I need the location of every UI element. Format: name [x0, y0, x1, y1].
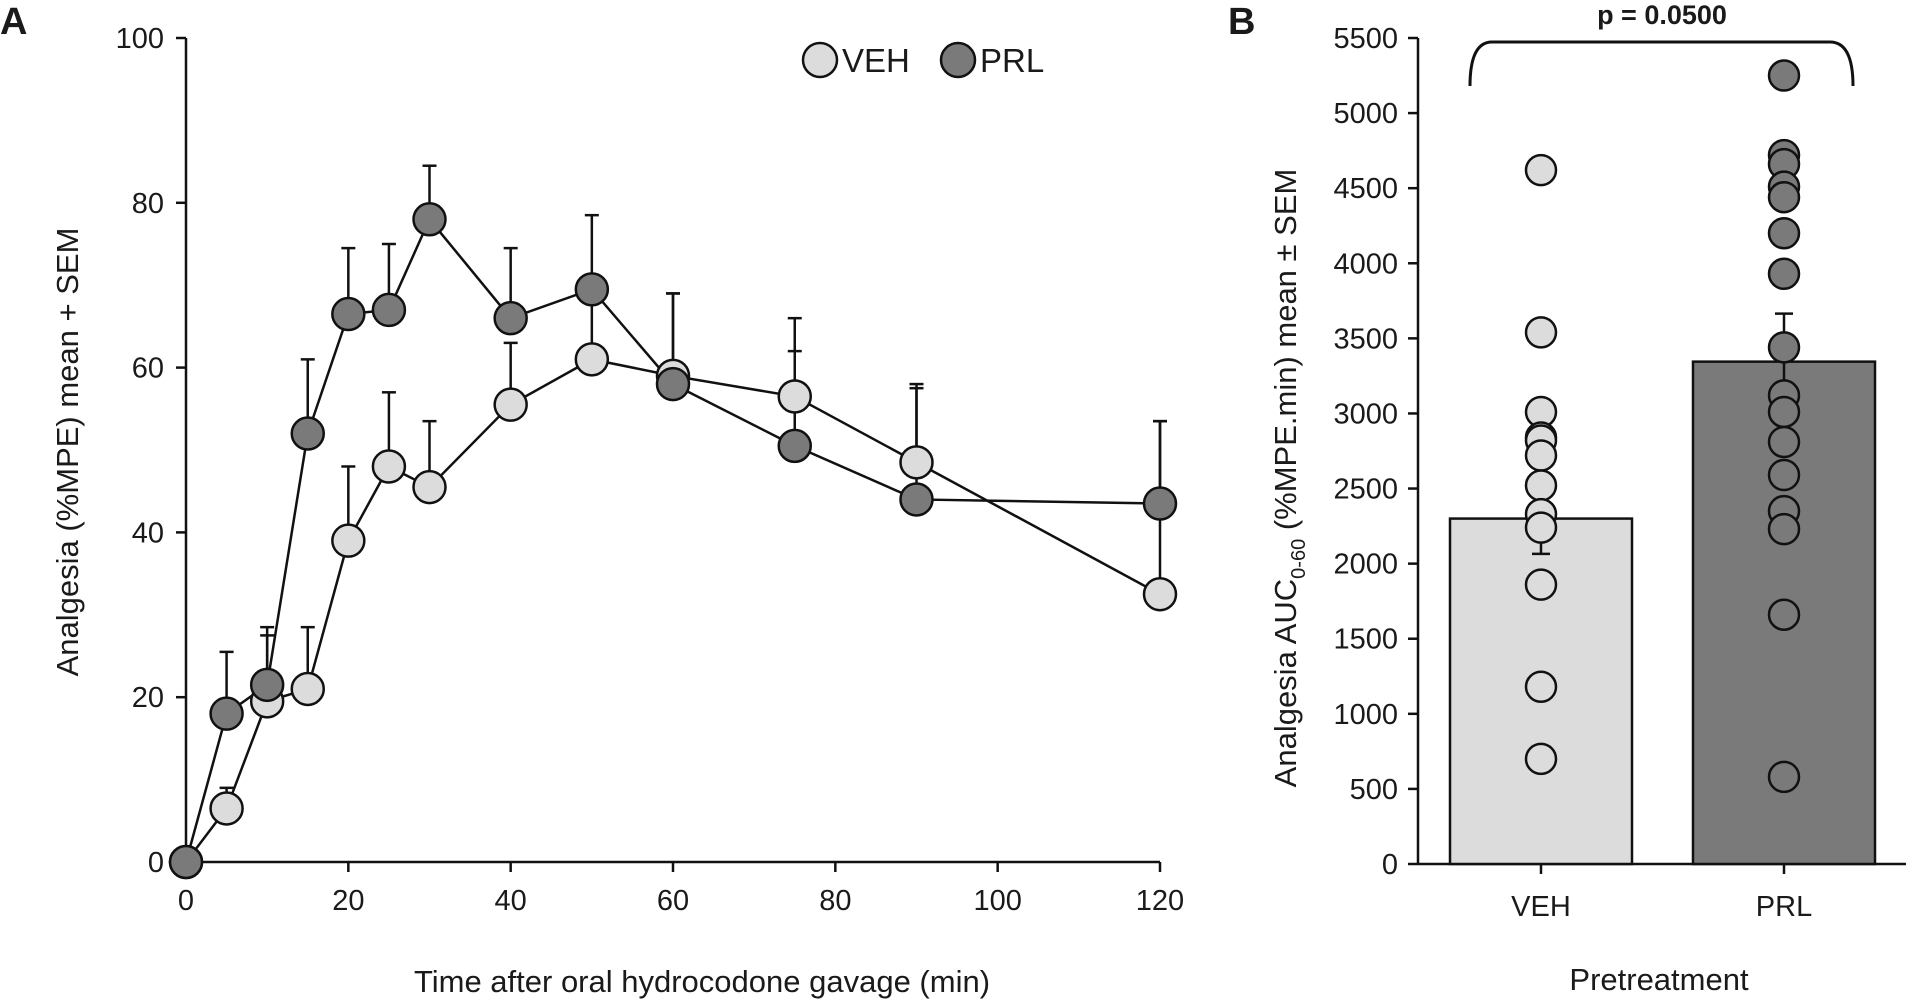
veh-data-point	[1142, 576, 1178, 612]
legend-prl-label: PRL	[980, 42, 1044, 79]
a-error-bars	[219, 164, 1167, 809]
a-y-axis-title: Analgesia (%MPE) mean + SEM	[50, 228, 85, 677]
a-x-tick-label: 120	[1136, 885, 1184, 917]
veh-data-point	[371, 449, 407, 484]
legend-veh-label: VEH	[842, 42, 910, 79]
a-series-layer	[168, 164, 1178, 880]
veh-data-point	[331, 523, 366, 558]
b-y-title-subscript: 0-60	[1288, 539, 1310, 579]
prl-data-point	[574, 272, 610, 307]
veh-bar	[1448, 517, 1634, 866]
b-y-tick-label: 3000	[1333, 398, 1398, 430]
prl-data-point	[655, 366, 691, 402]
prl-individual-point	[1767, 395, 1801, 429]
veh-individual-point	[1524, 153, 1558, 187]
veh-individual-point	[1524, 439, 1558, 472]
panel-b: B 0 500 1000 1500 2000 2500 3000 3500 4000 4500 50…	[1228, 0, 1906, 997]
prl-data-point	[249, 667, 285, 703]
panel-b-label: B	[1228, 1, 1255, 43]
veh-data-point	[290, 671, 325, 707]
b-y-tick-label: 500	[1350, 774, 1398, 806]
b-y-title-tail: (%MPE.min) mean ± SEM	[1268, 169, 1303, 539]
prl-data-point	[371, 292, 407, 328]
prl-data-point	[899, 482, 934, 517]
veh-data-point	[777, 379, 812, 414]
b-x-tick-label: VEH	[1511, 891, 1571, 923]
prl-data-point	[209, 696, 244, 731]
prl-data-point	[412, 202, 447, 237]
prl-individual-point	[1767, 59, 1801, 92]
veh-data-point	[574, 342, 610, 377]
veh-individual-point	[1524, 568, 1558, 601]
prl-data-point	[493, 300, 528, 336]
veh-individual-point	[1524, 511, 1558, 544]
a-x-tick-label: 100	[973, 885, 1021, 917]
prl-individual-point	[1767, 180, 1801, 214]
prl-individual-point	[1767, 331, 1801, 364]
a-y-tick-label: 60	[132, 353, 164, 385]
b-x-axis-title: Pretreatment	[1569, 962, 1749, 997]
p-value-annotation: p = 0.0500	[1597, 0, 1727, 30]
panel-a: A 0 20 40 60 80 100 0 20 40 60 80 100 120 Time after…	[0, 1, 1184, 999]
b-y-tick-label: 3500	[1333, 323, 1398, 355]
a-markers	[168, 202, 1178, 880]
veh-individual-point	[1524, 670, 1558, 704]
a-y-tick-label: 0	[148, 847, 164, 879]
prl-individual-point	[1767, 760, 1801, 794]
prl-individual-point	[1767, 458, 1801, 492]
veh-data-point	[899, 445, 934, 480]
veh-series-line	[185, 358, 1161, 863]
a-x-axis-title: Time after oral hydrocodone gavage (min)	[414, 964, 990, 999]
a-x-tick-label: 80	[819, 885, 851, 917]
legend-veh-marker	[801, 41, 839, 79]
a-y-tick-label: 100	[116, 23, 164, 55]
prl-data-point	[331, 296, 366, 332]
a-x-tick-label: 60	[657, 885, 689, 917]
b-y-tick-label: 0	[1382, 849, 1398, 881]
a-legend: VEH PRL	[801, 41, 1044, 79]
legend-prl-marker	[939, 41, 977, 79]
veh-data-point	[412, 469, 447, 505]
prl-individual-point	[1767, 512, 1801, 546]
veh-data-point	[209, 791, 244, 826]
b-y-tick-label: 1500	[1333, 624, 1398, 656]
b-x-tick-label: PRL	[1756, 891, 1812, 923]
b-y-tick-label: 4500	[1333, 173, 1398, 205]
prl-individual-point	[1767, 598, 1801, 631]
a-y-tick-label: 40	[132, 517, 164, 549]
prl-data-point	[777, 428, 812, 464]
b-bars-layer	[1448, 312, 1877, 866]
veh-individual-point	[1524, 742, 1558, 776]
veh-individual-point	[1524, 316, 1558, 349]
prl-data-point	[290, 416, 325, 451]
a-x-tick-label: 20	[332, 885, 364, 917]
panel-a-label: A	[0, 1, 27, 43]
prl-data-point	[1142, 486, 1178, 521]
prl-data-point	[168, 844, 204, 880]
a-x-tick-label: 40	[495, 885, 527, 917]
b-axes: 0 500 1000 1500 2000 2500 3000 3500 4000 4500 5000…	[1333, 23, 1906, 923]
b-y-tick-label: 2500	[1333, 474, 1398, 506]
veh-individual-point	[1524, 469, 1558, 502]
a-y-tick-label: 80	[132, 188, 164, 220]
b-y-tick-label: 1000	[1333, 699, 1398, 731]
significance-bracket	[1468, 40, 1855, 87]
b-y-tick-label: 5000	[1333, 98, 1398, 130]
prl-individual-point	[1767, 216, 1801, 250]
b-y-tick-label: 2000	[1333, 549, 1398, 581]
veh-data-point	[493, 387, 528, 422]
b-y-tick-label: 5500	[1333, 23, 1398, 55]
b-y-axis-title: Analgesia AUC0-60 (%MPE.min) mean ± SEM	[1268, 169, 1310, 788]
b-y-tick-label: 4000	[1333, 248, 1398, 280]
b-y-title-main: Analgesia AUC	[1268, 579, 1303, 788]
a-x-tick-label: 0	[178, 885, 194, 917]
b-points-layer	[1524, 59, 1801, 794]
prl-individual-point	[1767, 425, 1801, 459]
a-axes: 0 20 40 60 80 100 0 20 40 60 80 100 120	[116, 23, 1185, 917]
a-y-tick-label: 20	[132, 682, 164, 714]
prl-individual-point	[1767, 257, 1801, 291]
